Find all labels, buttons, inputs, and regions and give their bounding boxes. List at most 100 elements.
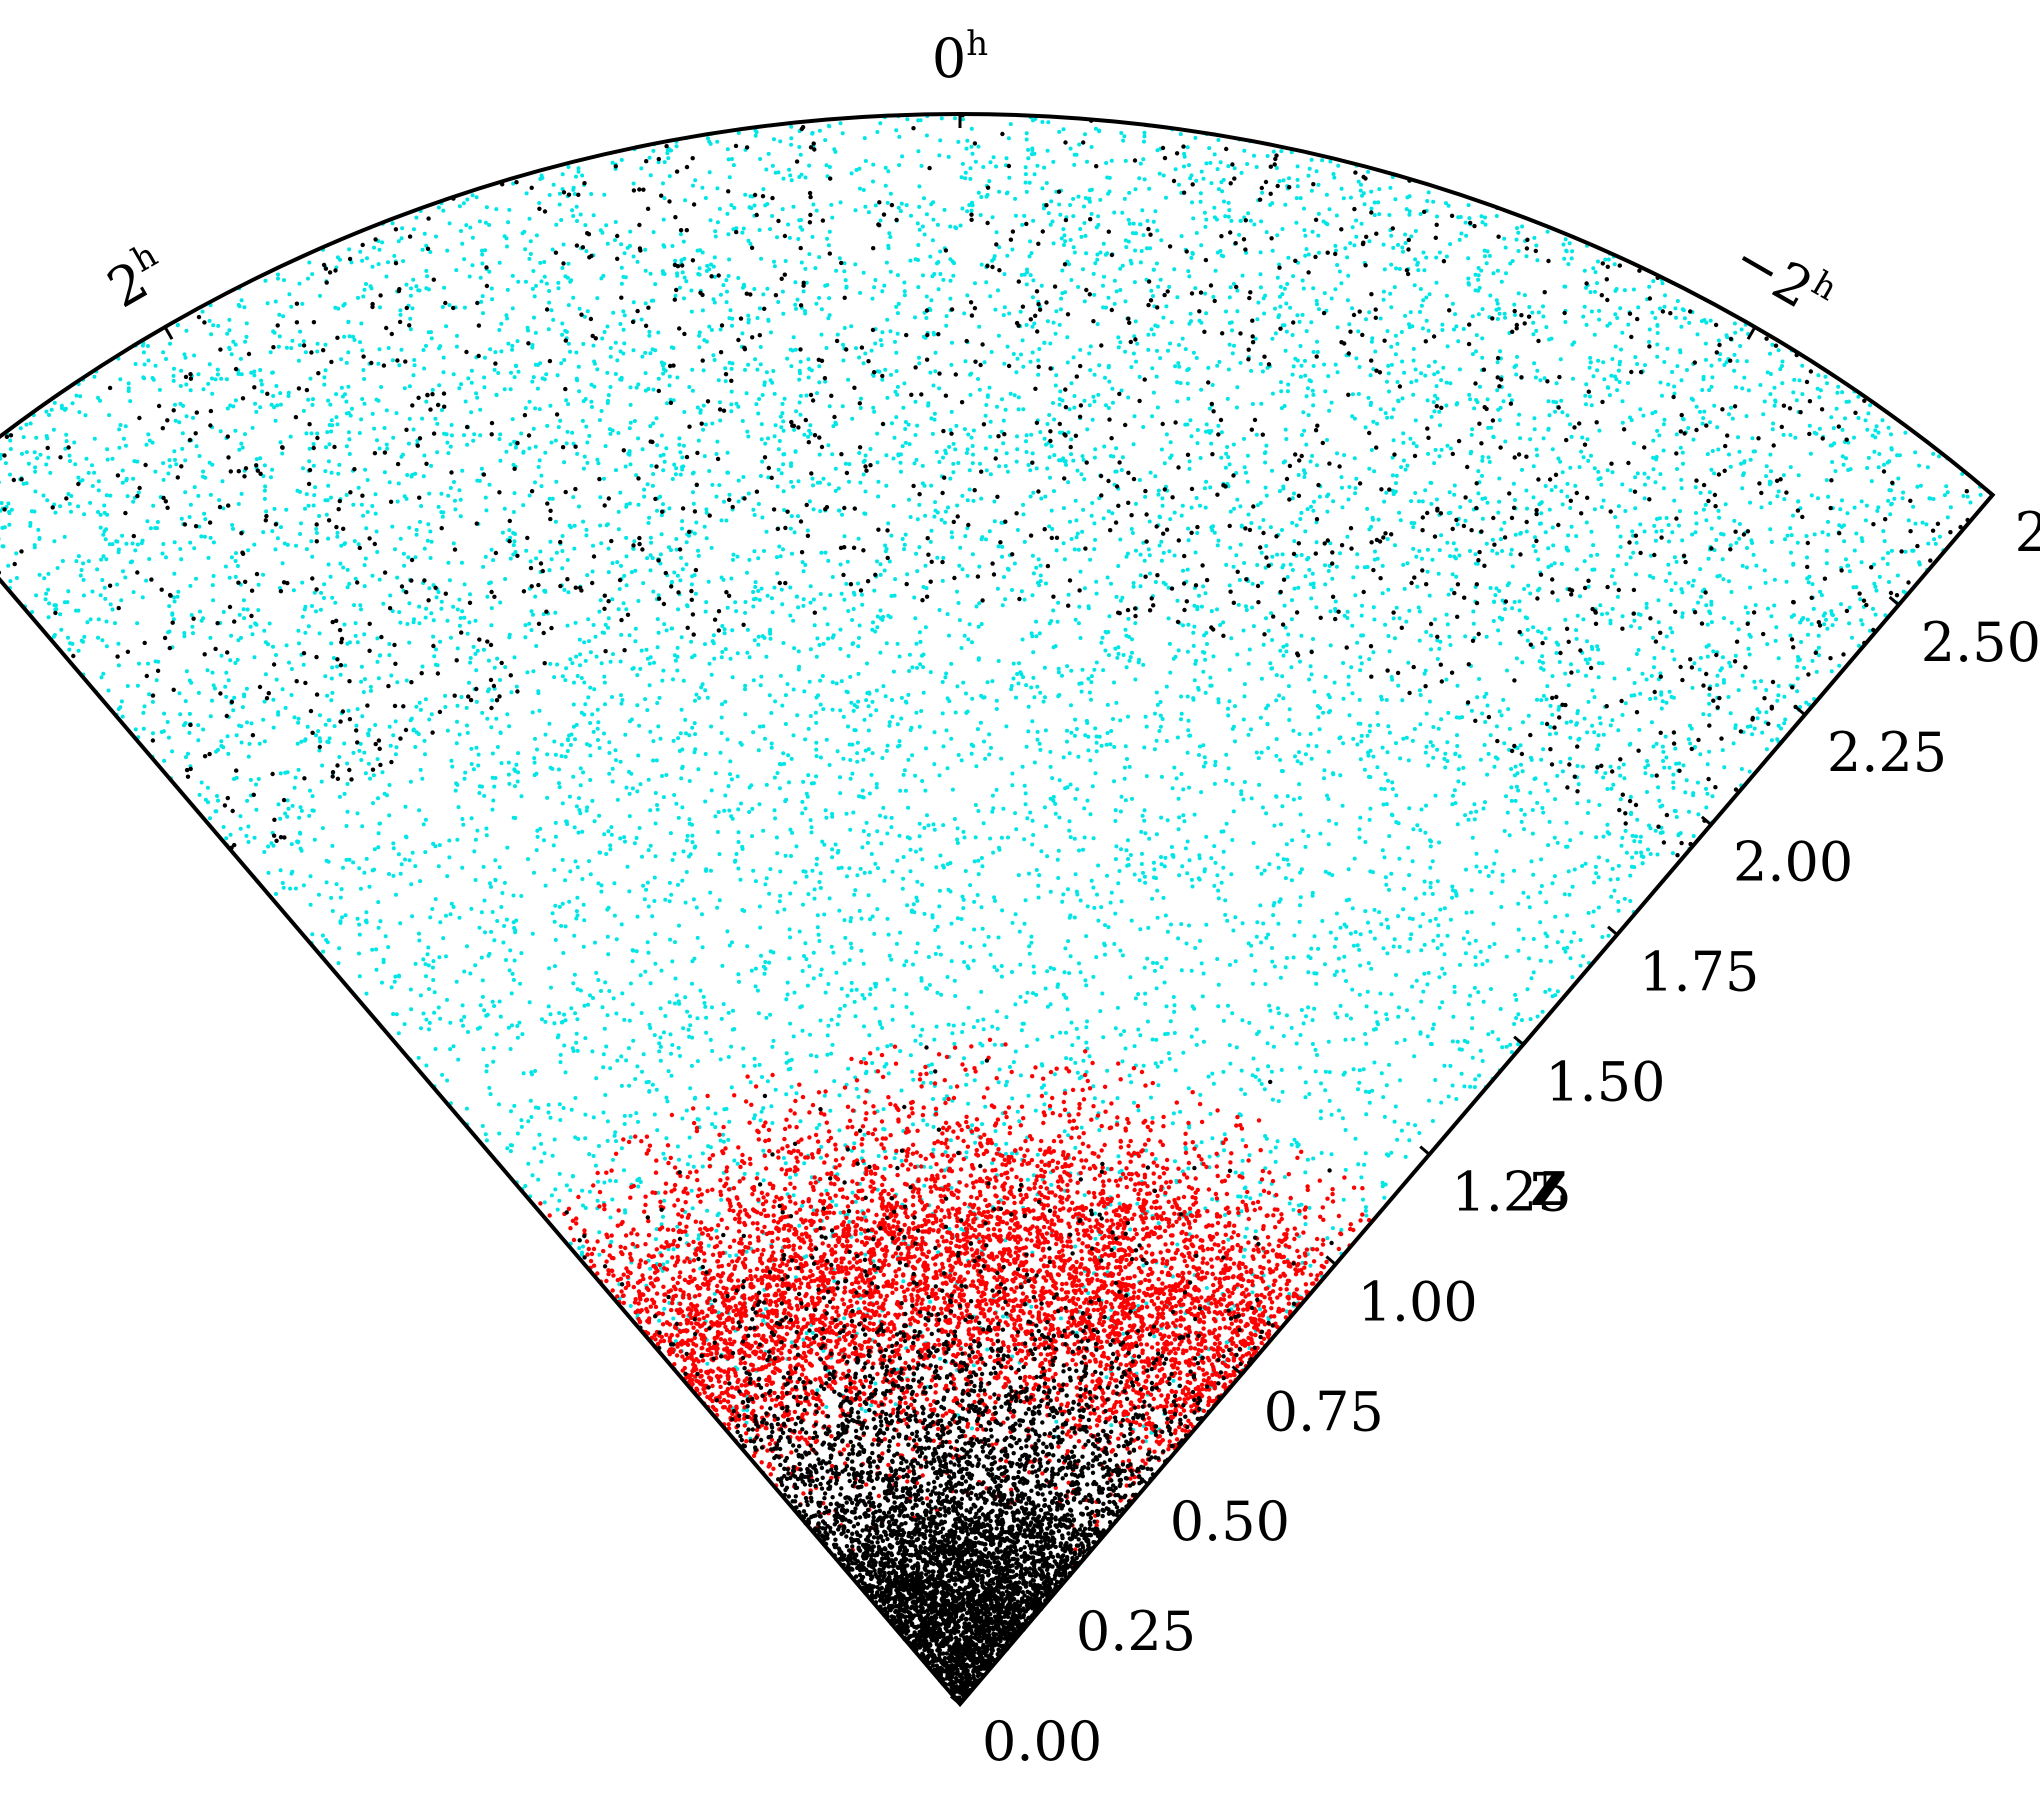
data-point (1348, 241, 1353, 246)
data-point (915, 879, 920, 884)
data-point (1410, 917, 1415, 921)
data-point (1144, 1301, 1149, 1306)
data-point (1224, 752, 1229, 757)
data-point (1265, 154, 1270, 158)
data-point (915, 941, 920, 946)
data-point (309, 539, 314, 544)
data-point (801, 603, 806, 608)
data-point (300, 614, 305, 619)
data-point (1728, 711, 1733, 716)
data-point (396, 1031, 401, 1036)
data-point (1259, 676, 1264, 681)
data-point (680, 526, 684, 531)
data-point (724, 278, 729, 283)
data-point (1570, 975, 1575, 980)
data-point (878, 218, 883, 223)
data-point (1118, 266, 1123, 271)
data-point (962, 835, 967, 840)
data-point (55, 566, 60, 570)
data-point (478, 407, 483, 412)
data-point (529, 609, 534, 614)
data-point (1620, 614, 1625, 619)
data-point (1030, 295, 1035, 300)
data-point (1081, 507, 1086, 512)
data-point (1560, 502, 1565, 507)
data-point (1503, 439, 1508, 444)
data-point (682, 275, 687, 280)
data-point (726, 784, 731, 789)
data-point (1025, 990, 1030, 995)
data-point (1278, 294, 1282, 299)
data-point (211, 540, 216, 545)
data-point (1308, 459, 1313, 464)
data-point (1038, 573, 1043, 578)
data-point (1126, 857, 1130, 861)
data-point (1126, 616, 1131, 621)
data-point (1647, 284, 1652, 289)
data-point (1089, 211, 1094, 216)
data-point (1213, 763, 1218, 768)
data-point (1458, 215, 1463, 219)
data-point (239, 298, 244, 303)
data-point (1368, 929, 1373, 934)
data-point (1294, 1041, 1299, 1046)
data-point (343, 541, 347, 546)
data-point (1497, 499, 1502, 504)
data-point (1630, 855, 1635, 860)
data-point (714, 1228, 719, 1233)
data-point (1311, 392, 1316, 397)
data-point (622, 251, 627, 256)
data-point (1495, 268, 1500, 273)
data-point (395, 499, 400, 504)
data-point (1418, 212, 1423, 216)
data-point (1644, 677, 1649, 682)
data-point (451, 604, 456, 609)
data-point (1341, 661, 1346, 665)
data-point (1101, 668, 1106, 673)
data-point (1499, 279, 1504, 284)
data-point (512, 1103, 517, 1108)
data-point (1044, 581, 1048, 586)
data-point (1694, 521, 1699, 526)
data-point (675, 645, 680, 650)
data-point (609, 825, 614, 830)
data-point (1691, 437, 1696, 442)
data-point (1698, 567, 1703, 572)
data-point (736, 866, 741, 871)
data-point (1603, 257, 1608, 262)
data-point (1429, 414, 1434, 419)
data-point (125, 494, 130, 499)
data-point (462, 305, 467, 310)
data-point (1142, 558, 1147, 563)
data-point (1222, 199, 1226, 204)
data-point (1429, 647, 1433, 652)
data-point (1734, 540, 1739, 545)
data-point (417, 621, 422, 626)
data-point (1645, 759, 1650, 763)
data-point (1027, 951, 1032, 956)
data-point (1646, 763, 1650, 768)
data-point (1394, 820, 1399, 825)
data-point (1417, 549, 1422, 553)
data-point (587, 639, 591, 644)
data-point (1504, 794, 1508, 799)
data-point (1343, 1167, 1348, 1172)
data-point (236, 502, 241, 506)
data-point (983, 446, 988, 451)
data-point (1363, 1032, 1368, 1036)
data-point (1216, 423, 1221, 428)
data-point (1590, 688, 1595, 693)
data-point (1289, 150, 1294, 155)
data-point (1281, 1034, 1286, 1038)
data-point (559, 923, 564, 928)
data-point (847, 866, 852, 871)
data-point (826, 982, 831, 986)
data-point (1620, 330, 1625, 335)
data-point (1591, 266, 1596, 271)
data-point (1618, 306, 1623, 311)
data-point (566, 261, 571, 266)
data-point (1474, 809, 1479, 814)
data-point (990, 1161, 995, 1166)
data-point (1653, 696, 1658, 701)
data-point (41, 493, 46, 498)
